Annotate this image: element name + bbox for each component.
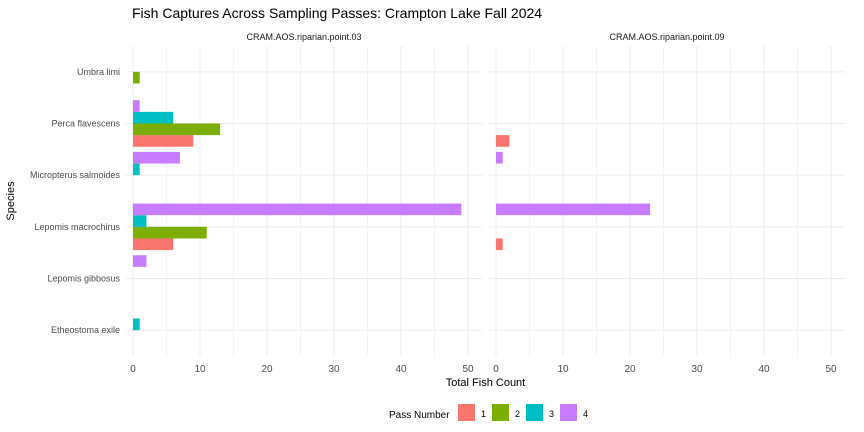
bar <box>133 318 140 331</box>
x-tick-label: 30 <box>328 364 340 375</box>
y-tick-label: Perca flavescens <box>51 119 120 129</box>
x-tick-label: 20 <box>261 364 273 375</box>
bar <box>133 135 194 147</box>
bar <box>496 151 503 164</box>
x-tick-label: 0 <box>130 364 136 375</box>
legend-swatch <box>526 404 543 421</box>
bar <box>133 100 140 112</box>
bar <box>133 151 180 164</box>
y-axis-title: Species <box>5 181 17 221</box>
panel-2: CRAM.AOS.riparian.point.09 0 10 20 30 40 50 <box>489 32 845 375</box>
bar <box>133 226 207 239</box>
y-tick-label: Lepomis macrochirus <box>34 222 120 232</box>
legend-title: Pass Number <box>389 410 450 421</box>
y-tick-label: Etheostoma exile <box>51 325 120 335</box>
x-tick-label: 30 <box>691 364 703 375</box>
legend-label: 4 <box>583 409 588 419</box>
x-tick-label: 40 <box>758 364 770 375</box>
bar <box>133 255 147 267</box>
bar <box>133 215 147 227</box>
bar <box>496 203 651 216</box>
bar <box>133 71 140 84</box>
legend-swatch <box>458 404 475 421</box>
bar <box>133 238 174 251</box>
bar <box>133 203 462 216</box>
legend-swatch <box>492 404 509 421</box>
y-tick-label: Lepomis gibbosus <box>47 274 120 284</box>
legend-label: 1 <box>481 409 486 419</box>
x-tick-label: 50 <box>462 364 474 375</box>
bar <box>133 163 140 176</box>
chart-title: Fish Captures Across Sampling Passes: Cr… <box>132 5 543 21</box>
x-tick-label: 20 <box>624 364 636 375</box>
strip-label: CRAM.AOS.riparian.point.03 <box>246 32 361 42</box>
x-tick-label: 40 <box>395 364 407 375</box>
x-tick-label: 10 <box>194 364 206 375</box>
x-tick-label: 0 <box>493 364 499 375</box>
x-axis-title: Total Fish Count <box>446 377 525 389</box>
legend-label: 3 <box>549 409 554 419</box>
x-tick-label: 10 <box>557 364 569 375</box>
legend: Pass Number 1 2 3 4 <box>389 404 588 421</box>
y-tick-label: Umbra limi <box>77 67 120 77</box>
x-tick-label: 50 <box>825 364 837 375</box>
strip-label: CRAM.AOS.riparian.point.09 <box>609 32 724 42</box>
bar <box>133 123 221 136</box>
bar <box>496 135 510 147</box>
legend-label: 2 <box>515 409 520 419</box>
bar <box>496 238 503 251</box>
y-tick-label: Micropterus salmoides <box>30 170 121 180</box>
legend-swatch <box>560 404 577 421</box>
bar <box>133 111 174 124</box>
panel-1: CRAM.AOS.riparian.point.03 0 10 20 30 40 50 <box>126 32 482 375</box>
